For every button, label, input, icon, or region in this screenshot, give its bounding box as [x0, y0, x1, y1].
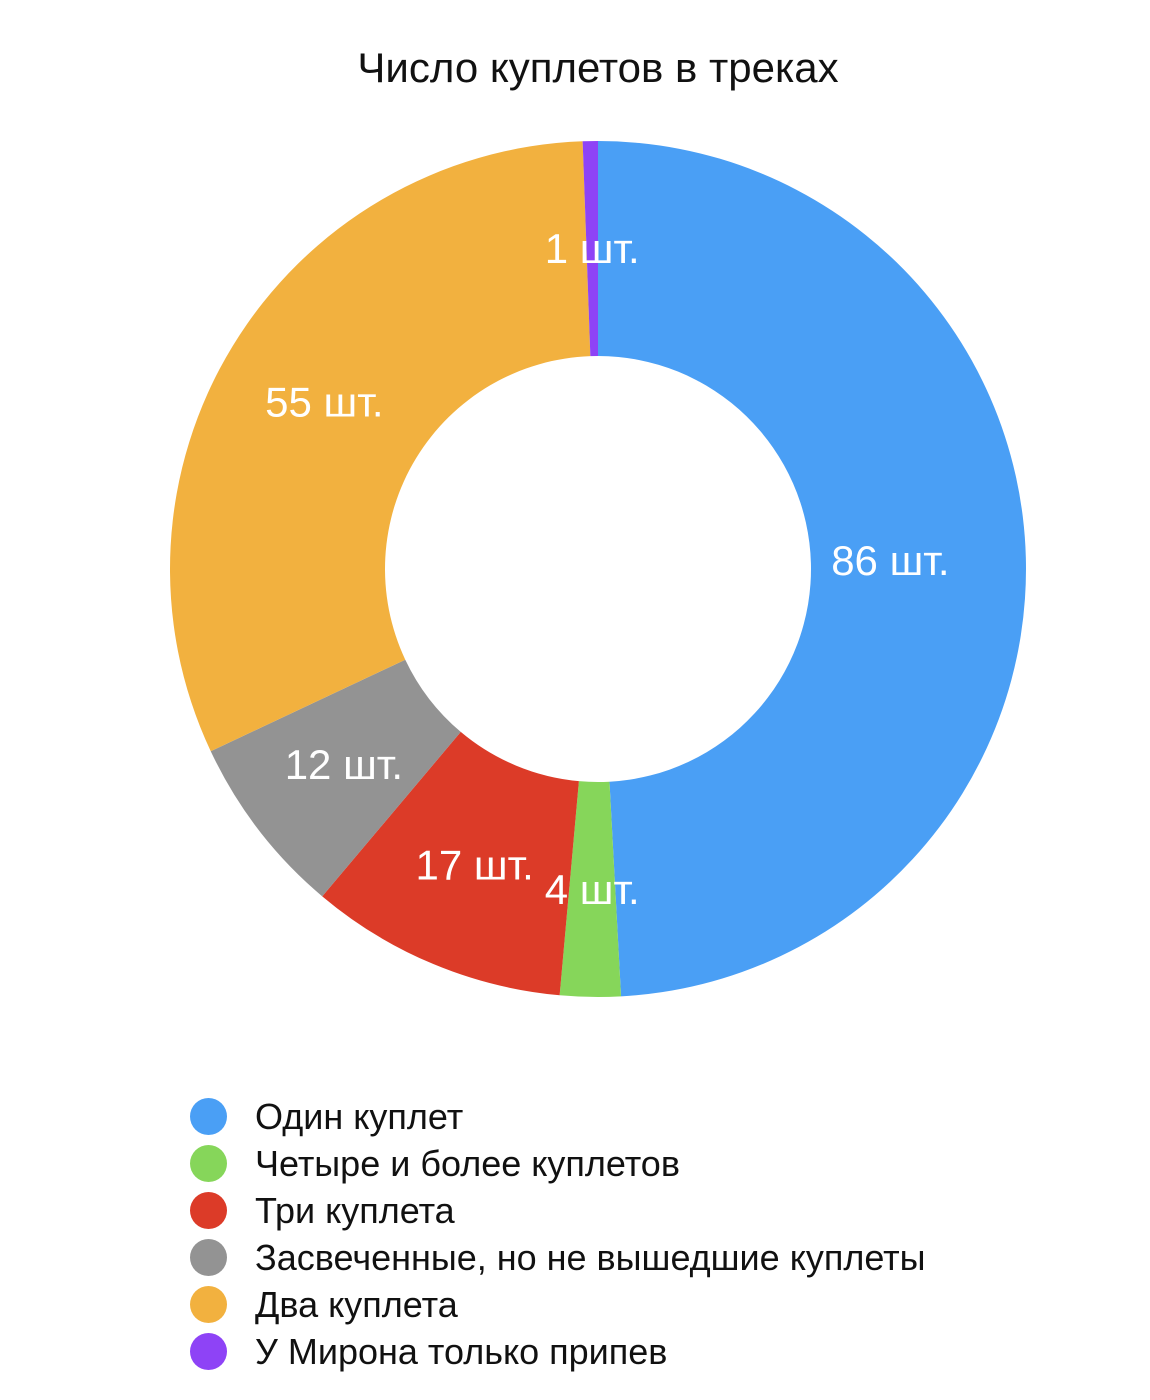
slice-label-6: 1 шт. [545, 225, 640, 272]
legend-swatch-1 [190, 1098, 227, 1135]
legend-swatch-6 [190, 1333, 227, 1370]
slice-1[interactable] [598, 141, 1026, 997]
slice-label-1: 86 шт. [831, 537, 949, 584]
legend-label-3: Три куплета [255, 1189, 455, 1231]
chart-title: Число куплетов в треках [357, 44, 839, 91]
slice-5[interactable] [169, 141, 591, 752]
legend-swatch-4 [190, 1239, 227, 1276]
slice-label-4: 12 шт. [285, 741, 403, 788]
legend-item-5[interactable]: Два куплета [190, 1281, 926, 1328]
legend-swatch-2 [190, 1145, 227, 1182]
legend-label-4: Засвеченные, но не вышедшие куплеты [255, 1236, 926, 1278]
slice-label-2: 4 шт. [545, 866, 640, 913]
slice-label-3: 17 шт. [416, 841, 534, 888]
legend-label-5: Два куплета [255, 1283, 458, 1325]
chart-legend: Один куплет Четыре и более куплетов Три ку… [190, 1093, 926, 1375]
slice-6[interactable] [582, 141, 598, 357]
legend-item-2[interactable]: Четыре и более куплетов [190, 1140, 926, 1187]
legend-item-6[interactable]: У Мирона только припев [190, 1328, 926, 1375]
legend-swatch-3 [190, 1192, 227, 1229]
slice-label-5: 55 шт. [265, 379, 383, 426]
slice-4[interactable] [210, 659, 461, 897]
donut-chart: 86 шт. 4 шт.17 шт. 12 шт. 55 шт. 1 шт. [169, 141, 1026, 997]
donut-slice-labels: 86 шт. 4 шт.17 шт. 12 шт. 55 шт. 1 шт. [265, 225, 949, 913]
legend-swatch-5 [190, 1286, 227, 1323]
legend-label-2: Четыре и более куплетов [255, 1142, 680, 1184]
slice-3[interactable] [322, 731, 579, 996]
legend-item-3[interactable]: Три куплета [190, 1187, 926, 1234]
slice-2[interactable] [559, 781, 622, 997]
legend-item-4[interactable]: Засвеченные, но не вышедшие куплеты [190, 1234, 926, 1281]
donut-slices [169, 141, 1026, 997]
legend-label-6: У Мирона только припев [255, 1330, 668, 1372]
legend-label-1: Один куплет [255, 1095, 464, 1137]
legend-item-1[interactable]: Один куплет [190, 1093, 926, 1140]
